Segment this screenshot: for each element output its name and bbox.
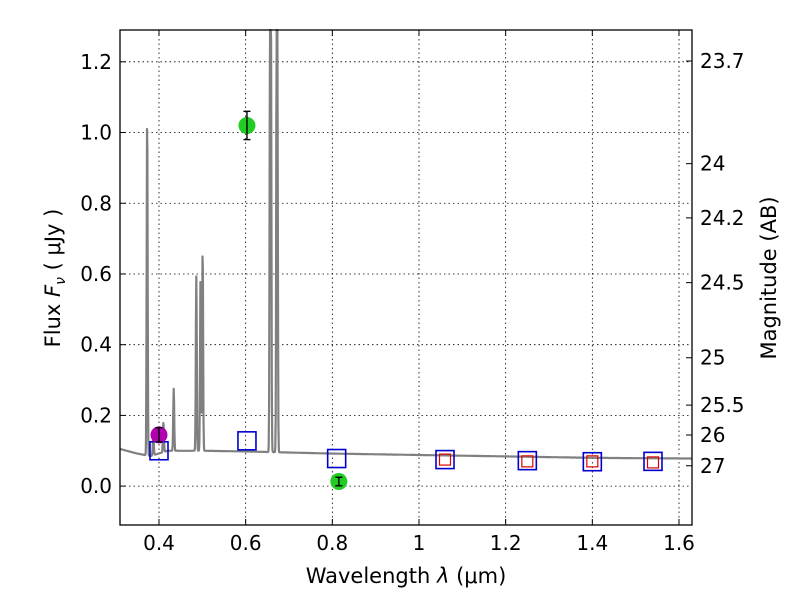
upper-limit-square: [646, 456, 660, 469]
model-flux-square: [237, 431, 257, 451]
model-spectrum-line: [119, 28, 693, 460]
x-axis-label-text: Wavelength: [306, 564, 437, 588]
plot-frame: [119, 29, 693, 526]
y-tick-label: 1.0: [80, 121, 112, 145]
y-axis-label-text: Flux: [41, 297, 65, 347]
y2-tick-label: 27: [700, 454, 725, 478]
y2-tick-label: 25: [700, 346, 725, 370]
y-axis-label-symbol: F: [41, 284, 65, 297]
x-axis-label-units: (μm): [449, 564, 506, 588]
y2-axis-label: Magnitude (AB): [757, 196, 781, 359]
y-axis-label-subscript: ν: [53, 277, 69, 285]
x-axis-label-symbol: λ: [436, 564, 449, 588]
y2-tick-label: 25.5: [700, 393, 745, 417]
y-tick-label: 0.8: [80, 191, 112, 215]
upper-limit-square: [586, 455, 599, 468]
x-tick-label: 1.6: [663, 531, 695, 555]
x-tick-label: 0.6: [230, 531, 262, 555]
x-tick-label: 1: [413, 531, 426, 555]
y-tick-label: 0.4: [80, 333, 112, 357]
x-tick-label: 1.4: [576, 531, 608, 555]
y-tick-label: 0.2: [80, 403, 112, 427]
x-tick-label: 0.4: [143, 531, 175, 555]
grid-lines: [120, 30, 692, 525]
model-flux-square: [582, 451, 603, 472]
model-flux-square: [643, 451, 663, 472]
y2-tick-label: 23.7: [700, 49, 745, 73]
upper-limit-square: [438, 453, 452, 466]
model-flux-square: [326, 448, 347, 469]
model-flux-square: [435, 449, 455, 470]
y-tick-label: 0.6: [80, 262, 112, 286]
y2-tick-label: 24.2: [700, 206, 745, 230]
y-tick-label: 1.2: [80, 50, 112, 74]
y2-tick-label: 26: [700, 423, 725, 447]
axis-ticks: 0.4 0.6 0.8 1 1.2 1.4 1.6 0.0 0.2 0.4 0.6 0.8 1.0 1.2…: [80, 30, 745, 555]
y-tick-label: 0.0: [80, 474, 112, 498]
x-tick-label: 0.8: [316, 531, 348, 555]
y2-tick-label: 24: [700, 152, 725, 176]
model-spectrum-layer: [119, 28, 693, 460]
upper-limit-square: [521, 455, 534, 468]
y-axis-label: Flux Fν ( μJy ): [41, 209, 69, 348]
x-tick-label: 1.2: [490, 531, 522, 555]
y2-tick-label: 24.5: [700, 271, 745, 295]
y-axis-label-units: ( μJy ): [41, 209, 65, 277]
x-axis-label: Wavelength λ (μm): [306, 564, 507, 588]
model-flux-square: [517, 450, 538, 471]
photometry-layer: [149, 110, 663, 491]
